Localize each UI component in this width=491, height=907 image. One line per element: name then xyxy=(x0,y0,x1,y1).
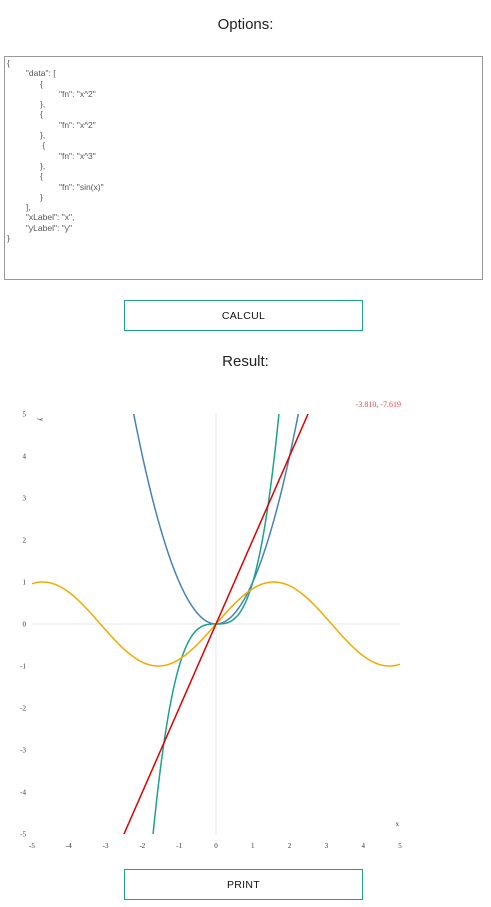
result-heading: Result: xyxy=(222,353,269,370)
y-tick-label: -4 xyxy=(20,789,26,797)
x-axis-label: x xyxy=(396,820,400,828)
options-textarea[interactable]: { "data": [ { "fn": "x^2" }, { "fn": "x^… xyxy=(4,56,483,280)
y-tick-label: 1 xyxy=(23,579,27,587)
x-tick-label: 0 xyxy=(214,842,218,850)
x-tick-label: -2 xyxy=(139,842,145,850)
x-tick-label: 4 xyxy=(361,842,365,850)
x-tick-label: -5 xyxy=(29,842,35,850)
curve-derivative-line xyxy=(123,414,309,834)
y-tick-label: 4 xyxy=(23,453,27,461)
y-axis: 5 4 3 2 1 0 -1 -2 -3 -4 -5 xyxy=(20,411,26,839)
options-heading: Options: xyxy=(217,16,274,33)
x-axis: -5 -4 -3 -2 -1 0 1 2 3 4 5 xyxy=(29,842,402,850)
x-tick-label: -1 xyxy=(176,842,182,850)
y-tick-label: 3 xyxy=(23,495,27,503)
y-tick-label: -1 xyxy=(20,663,26,671)
function-plot-chart[interactable]: -5 -4 -3 -2 -1 0 1 2 3 4 5 5 4 3 2 1 0 -1 -2 -3 -4 -5 x y -3… xyxy=(0,396,491,856)
y-tick-label: -3 xyxy=(20,747,26,755)
print-button[interactable]: PRINT xyxy=(124,869,363,900)
y-tick-label: -2 xyxy=(20,705,26,713)
x-tick-label: 5 xyxy=(398,842,402,850)
x-tick-label: -3 xyxy=(103,842,109,850)
y-tick-label: -5 xyxy=(20,831,26,839)
y-axis-label: y xyxy=(37,418,45,422)
tip-coordinates: -3.810, -7.619 xyxy=(356,400,401,409)
x-tick-label: 1 xyxy=(251,842,255,850)
y-tick-label: 2 xyxy=(23,537,27,545)
plot-curves xyxy=(32,414,400,834)
calcul-button[interactable]: CALCUL xyxy=(124,300,363,331)
x-tick-label: -4 xyxy=(66,842,72,850)
y-tick-label: 5 xyxy=(23,411,27,419)
x-tick-label: 3 xyxy=(325,842,329,850)
x-tick-label: 2 xyxy=(288,842,292,850)
y-tick-label: 0 xyxy=(23,621,27,629)
